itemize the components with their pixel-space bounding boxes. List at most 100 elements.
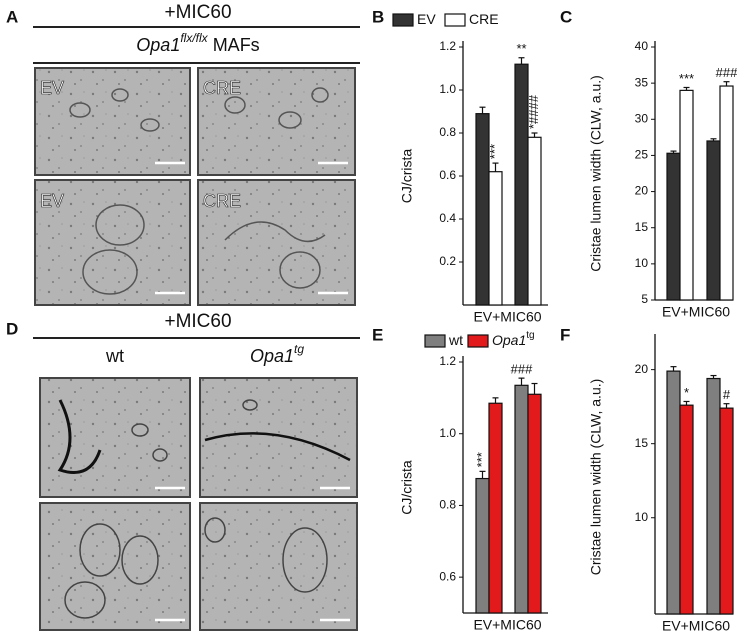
bar xyxy=(706,140,721,301)
bar xyxy=(706,377,721,615)
gene: Opa1 xyxy=(136,35,180,55)
panel-letter: C xyxy=(560,7,572,26)
bar xyxy=(719,407,734,615)
y-axis-label: Cristae lumen width (CLW, a.u.) xyxy=(588,379,604,576)
y-axis-label: CJ/crista xyxy=(399,460,415,515)
legend-label: CRE xyxy=(469,11,499,27)
bar xyxy=(666,370,681,615)
y-tick-label: 40 xyxy=(635,39,649,53)
y-tick-label: 20 xyxy=(635,184,649,198)
panel-title: +MIC60 xyxy=(164,2,231,23)
micrograph xyxy=(199,377,358,498)
micrograph xyxy=(197,67,356,176)
organelles xyxy=(57,399,351,619)
x-axis-label: EV+MIC60 xyxy=(662,618,730,634)
y-axis-label: CJ/crista xyxy=(399,149,415,204)
legend-sup: tg xyxy=(526,330,534,341)
legend-swatch xyxy=(392,13,414,27)
legend-name: CRE xyxy=(469,11,499,27)
legend-label: wt xyxy=(448,332,463,348)
organelles xyxy=(69,87,329,295)
image-label: EV xyxy=(40,191,64,211)
legend-swatch xyxy=(467,334,489,348)
panel-letter: A xyxy=(6,7,18,26)
significance: ** xyxy=(516,41,526,56)
legend-label: Opa1tg xyxy=(492,330,535,348)
legend-swatch xyxy=(424,334,446,348)
y-tick-label: 1.2 xyxy=(439,354,456,368)
y-tick-label: 10 xyxy=(635,510,649,524)
significance: *** xyxy=(487,144,502,159)
micrographs-d xyxy=(39,377,358,631)
significance: ### xyxy=(716,65,737,80)
image-label: CRE xyxy=(203,191,241,211)
bar xyxy=(679,89,694,301)
significance: *** xyxy=(679,71,694,86)
bar xyxy=(488,171,503,306)
y-tick-label: 25 xyxy=(635,148,649,162)
significance: * xyxy=(684,385,689,400)
y-axis-label: Cristae lumen width (CLW, a.u.) xyxy=(588,75,604,272)
bar xyxy=(679,404,694,615)
gene: Opa1 xyxy=(250,346,294,366)
image-label: CRE xyxy=(203,78,241,98)
bar xyxy=(475,477,490,614)
x-axis-label: EV+MIC60 xyxy=(662,304,730,320)
genotype: flx/flx xyxy=(180,31,208,45)
significance: *** xyxy=(474,452,489,467)
bar xyxy=(488,402,503,614)
panel-letter: F xyxy=(560,325,570,344)
scale-bars xyxy=(155,161,348,295)
y-tick-label: 1.0 xyxy=(439,82,456,96)
y-tick-label: 30 xyxy=(635,111,649,125)
y-tick-label: 1.0 xyxy=(439,426,456,440)
legend-name: Opa1 xyxy=(492,332,526,348)
legend-label: EV xyxy=(417,11,436,27)
bar xyxy=(666,152,681,301)
bar xyxy=(719,85,734,301)
legend-name: EV xyxy=(417,11,436,27)
x-axis-label: EV+MIC60 xyxy=(473,309,541,325)
micrograph xyxy=(199,502,358,631)
significance: *#### xyxy=(526,94,541,129)
y-tick-label: 35 xyxy=(635,75,649,89)
y-tick-label: 0.4 xyxy=(439,211,456,225)
bar xyxy=(514,384,529,614)
panel-letter: E xyxy=(372,325,383,344)
legend-name: wt xyxy=(448,332,463,348)
column-label: wt xyxy=(105,346,124,366)
bar xyxy=(527,136,542,306)
genotype: tg xyxy=(294,342,304,356)
y-tick-label: 0.8 xyxy=(439,498,456,512)
significance: # xyxy=(723,387,731,402)
image-label: EV xyxy=(40,78,64,98)
micrographs-a xyxy=(34,67,356,306)
y-tick-label: 0.6 xyxy=(439,168,456,182)
y-tick-label: 10 xyxy=(635,256,649,270)
x-axis-label: EV+MIC60 xyxy=(473,617,541,633)
panel-letter: B xyxy=(372,7,384,26)
y-tick-label: 1.2 xyxy=(439,39,456,53)
bar xyxy=(527,393,542,614)
y-tick-label: 5 xyxy=(641,292,648,306)
panel-title: +MIC60 xyxy=(164,311,231,332)
panel-subtitle: Opa1flx/flx MAFs xyxy=(136,31,259,55)
micrograph xyxy=(197,179,356,306)
y-tick-label: 0.2 xyxy=(439,254,456,268)
micrograph xyxy=(39,377,191,498)
cell-type: MAFs xyxy=(213,35,260,55)
micrograph xyxy=(34,179,191,306)
panel-letter: D xyxy=(6,319,18,338)
y-tick-label: 15 xyxy=(635,220,649,234)
micrograph xyxy=(34,67,191,176)
y-tick-label: 0.6 xyxy=(439,569,456,583)
bar xyxy=(475,113,490,306)
y-tick-label: 20 xyxy=(635,362,649,376)
column-label: Opa1tg xyxy=(250,342,304,366)
y-tick-label: 0.8 xyxy=(439,125,456,139)
legend-swatch xyxy=(444,13,466,27)
significance: ### xyxy=(511,362,533,377)
y-tick-label: 15 xyxy=(635,436,649,450)
scale-bars xyxy=(155,486,350,622)
